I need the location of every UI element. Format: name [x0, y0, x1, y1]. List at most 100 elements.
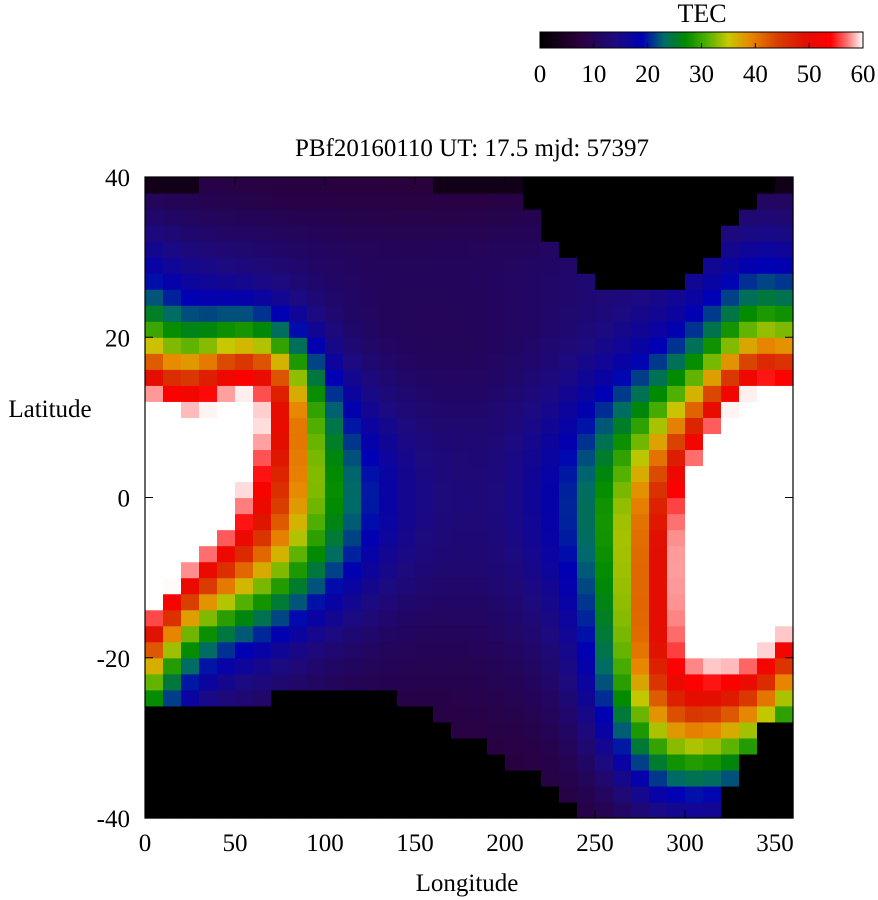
- heatmap-cell: [433, 401, 452, 418]
- heatmap-cell: [163, 689, 182, 707]
- heatmap-cell: [217, 449, 236, 467]
- heatmap-cell: [595, 225, 614, 242]
- heatmap-cell: [757, 321, 776, 338]
- heatmap-cell: [289, 657, 308, 675]
- heatmap-cell: [541, 273, 560, 290]
- heatmap-cell: [631, 465, 650, 483]
- heatmap-cell: [703, 353, 722, 370]
- heatmap-cell: [631, 753, 650, 771]
- heatmap-cell: [361, 753, 380, 771]
- heatmap-cell: [595, 769, 614, 787]
- heatmap-cell: [361, 305, 380, 322]
- heatmap-cell: [559, 417, 578, 435]
- heatmap-cell: [415, 625, 434, 643]
- heatmap-cell: [613, 785, 632, 803]
- heatmap-cell: [487, 225, 506, 242]
- heatmap-cell: [703, 209, 722, 226]
- heatmap-cell: [613, 737, 632, 755]
- heatmap-cell: [451, 609, 470, 627]
- heatmap-cell: [235, 481, 254, 499]
- heatmap-cell: [631, 449, 650, 467]
- heatmap-cell: [163, 801, 182, 819]
- heatmap-cell: [271, 305, 290, 322]
- heatmap-cell: [181, 401, 200, 418]
- heatmap-cell: [451, 801, 470, 819]
- heatmap-cell: [217, 785, 236, 803]
- heatmap-cell: [721, 193, 740, 210]
- heatmap-cell: [433, 721, 452, 739]
- heatmap-cell: [379, 593, 398, 611]
- heatmap-cell: [685, 689, 704, 707]
- heatmap-cell: [541, 705, 560, 723]
- heatmap-cell: [559, 337, 578, 354]
- heatmap-cell: [523, 625, 542, 643]
- heatmap-cell: [667, 561, 686, 579]
- heatmap-cell: [523, 273, 542, 290]
- heatmap-cell: [145, 289, 164, 306]
- heatmap-cell: [289, 513, 308, 531]
- heatmap-cell: [451, 177, 470, 194]
- heatmap-cell: [181, 289, 200, 306]
- heatmap-cell: [217, 353, 236, 370]
- heatmap-cell: [289, 225, 308, 242]
- heatmap-cell: [775, 385, 794, 402]
- heatmap-cell: [523, 545, 542, 563]
- heatmap-cell: [631, 673, 650, 691]
- heatmap-cell: [271, 193, 290, 210]
- heatmap-cell: [325, 785, 344, 803]
- heatmap-cell: [775, 513, 794, 531]
- heatmap-cell: [145, 337, 164, 354]
- heatmap-cell: [433, 529, 452, 547]
- heatmap-cell: [217, 497, 236, 515]
- heatmap-cell: [451, 257, 470, 274]
- x-tick-label: 100: [306, 830, 344, 857]
- heatmap-cell: [703, 385, 722, 402]
- heatmap-cell: [649, 273, 668, 290]
- x-tick-label: 50: [223, 830, 248, 857]
- heatmap-cell: [613, 769, 632, 787]
- heatmap-cell: [577, 625, 596, 643]
- heatmap-cell: [595, 337, 614, 354]
- heatmap-cell: [163, 673, 182, 691]
- heatmap-cell: [613, 209, 632, 226]
- heatmap-cell: [397, 785, 416, 803]
- heatmap-cell: [775, 657, 794, 675]
- heatmap-cell: [757, 673, 776, 691]
- heatmap-cell: [271, 689, 290, 707]
- heatmap-cell: [271, 289, 290, 306]
- colorbar-tick-label: 40: [743, 61, 768, 88]
- heatmap-cell: [505, 241, 524, 258]
- heatmap-cell: [559, 801, 578, 819]
- heatmap-cell: [361, 769, 380, 787]
- heatmap-cell: [613, 177, 632, 194]
- heatmap-cell: [775, 593, 794, 611]
- heatmap-cell: [505, 353, 524, 370]
- heatmap-cell: [289, 465, 308, 483]
- heatmap-cell: [541, 465, 560, 483]
- heatmap-cell: [145, 577, 164, 595]
- heatmap-cell: [757, 705, 776, 723]
- heatmap-cell: [703, 641, 722, 659]
- heatmap-cell: [163, 353, 182, 370]
- heatmap-cell: [271, 177, 290, 194]
- heatmap-cell: [181, 753, 200, 771]
- heatmap-cell: [541, 721, 560, 739]
- heatmap-cell: [631, 609, 650, 627]
- heatmap-cell: [217, 753, 236, 771]
- heatmap-cell: [685, 465, 704, 483]
- heatmap-cell: [577, 673, 596, 691]
- heatmap-cell: [757, 577, 776, 595]
- heatmap-cell: [397, 689, 416, 707]
- heatmap-cell: [289, 529, 308, 547]
- heatmap-cell: [487, 209, 506, 226]
- heatmap-cell: [253, 465, 272, 483]
- heatmap-cell: [325, 657, 344, 675]
- heatmap-cell: [199, 289, 218, 306]
- heatmap-cell: [487, 273, 506, 290]
- heatmap-cell: [577, 593, 596, 611]
- heatmap-cell: [703, 305, 722, 322]
- heatmap-cell: [703, 689, 722, 707]
- heatmap-cell: [649, 337, 668, 354]
- heatmap-cell: [703, 241, 722, 258]
